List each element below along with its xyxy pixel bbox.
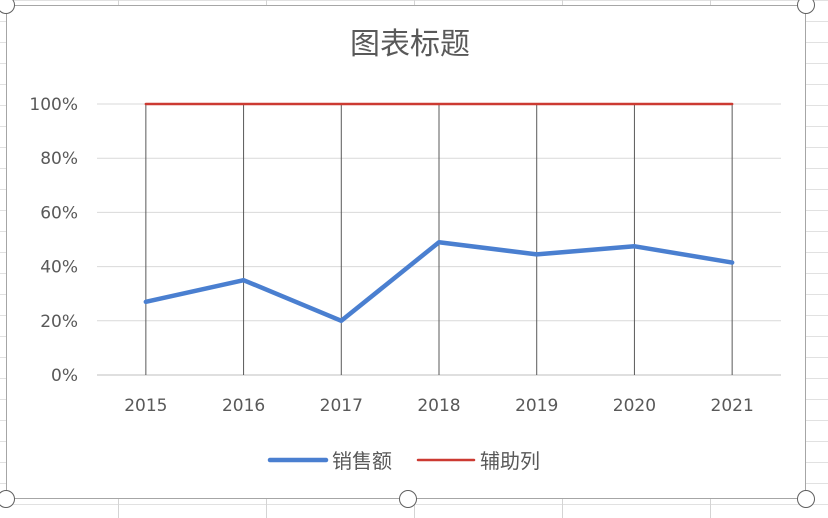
legend-label[interactable]: 销售额 xyxy=(332,449,392,473)
x-tick-label: 2020 xyxy=(613,396,656,416)
y-tick-label: 40% xyxy=(40,258,78,278)
chart-title[interactable]: 图表标题 xyxy=(350,27,470,62)
x-tick-label: 2021 xyxy=(711,396,754,416)
legend-label[interactable]: 辅助列 xyxy=(480,449,540,473)
resize-handle-top-right[interactable] xyxy=(797,0,815,14)
y-tick-label: 100% xyxy=(29,95,78,115)
series-line-0[interactable] xyxy=(143,239,735,324)
y-tick-label: 20% xyxy=(40,312,78,332)
y-tick-label: 60% xyxy=(40,203,78,223)
resize-handle-top-left[interactable] xyxy=(0,0,15,14)
resize-handle-bottom-left[interactable] xyxy=(0,490,15,508)
x-tick-label: 2015 xyxy=(124,396,167,416)
x-tick-label: 2018 xyxy=(417,396,460,416)
y-tick-label: 80% xyxy=(40,149,78,169)
x-tick-label: 2019 xyxy=(515,396,558,416)
y-tick-label: 0% xyxy=(51,366,78,386)
x-tick-label: 2016 xyxy=(222,396,265,416)
x-tick-label: 2017 xyxy=(320,396,363,416)
resize-handle-bottom-right[interactable] xyxy=(797,490,815,508)
resize-handle-bottom-middle[interactable] xyxy=(399,490,417,508)
